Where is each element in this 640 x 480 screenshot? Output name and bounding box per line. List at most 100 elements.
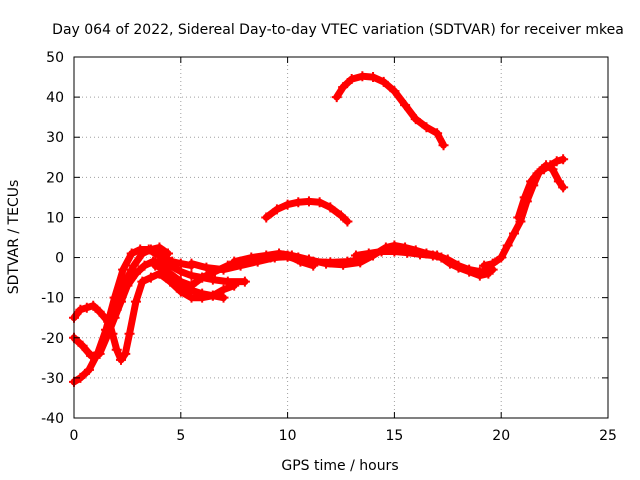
data-point xyxy=(363,248,374,259)
data-point xyxy=(88,300,99,311)
data-point xyxy=(186,270,197,281)
data-point xyxy=(558,154,569,165)
data-point xyxy=(239,276,250,287)
data-point xyxy=(474,270,485,281)
data-point xyxy=(378,76,389,87)
data-point xyxy=(526,176,537,187)
data-point xyxy=(197,292,208,303)
data-point xyxy=(513,212,524,223)
y-tick-label: 0 xyxy=(55,251,64,267)
data-point xyxy=(502,240,513,251)
data-point xyxy=(325,257,336,268)
data-point xyxy=(400,100,411,111)
data-point xyxy=(293,197,304,208)
data-point xyxy=(278,250,289,261)
y-tick-label: 50 xyxy=(46,50,64,66)
data-point xyxy=(464,266,475,277)
data-point xyxy=(538,164,549,175)
data-point xyxy=(519,192,530,203)
data-point xyxy=(175,266,186,277)
x-tick-label: 10 xyxy=(279,428,297,444)
data-point xyxy=(453,262,464,273)
data-point xyxy=(122,280,133,291)
data-point xyxy=(342,216,353,227)
data-point xyxy=(115,296,126,307)
y-tick-label: 20 xyxy=(46,170,64,186)
data-point xyxy=(137,248,148,259)
data-point xyxy=(342,256,353,267)
data-point xyxy=(246,252,257,263)
data-point xyxy=(261,212,272,223)
data-point xyxy=(120,348,131,359)
data-point xyxy=(218,264,229,275)
data-point xyxy=(389,246,400,257)
data-point xyxy=(479,260,490,271)
data-point xyxy=(81,302,92,313)
data-point xyxy=(487,258,498,269)
data-point xyxy=(325,202,336,213)
data-point xyxy=(154,268,165,279)
data-point xyxy=(201,262,212,273)
data-point xyxy=(314,197,325,208)
x-tick-label: 15 xyxy=(385,428,403,444)
x-tick-label: 5 xyxy=(176,428,185,444)
grid xyxy=(74,57,608,418)
series-arc-4 xyxy=(104,270,227,364)
data-point xyxy=(261,250,272,261)
data-point xyxy=(293,254,304,265)
data-point xyxy=(427,250,438,261)
data-point xyxy=(532,168,543,179)
data-point xyxy=(545,160,556,171)
data-point xyxy=(162,248,173,259)
data-point xyxy=(218,284,229,295)
data-point xyxy=(94,306,105,317)
data-point xyxy=(154,242,165,253)
data-point xyxy=(139,260,150,271)
y-tick-label: -40 xyxy=(41,411,64,427)
series-group xyxy=(69,71,569,387)
data-point xyxy=(145,272,156,283)
data-point xyxy=(436,252,447,263)
series-arc-12 xyxy=(480,161,567,270)
data-point xyxy=(77,340,88,351)
data-point xyxy=(126,248,137,259)
x-tick-label: 20 xyxy=(492,428,510,444)
data-point xyxy=(130,268,141,279)
data-point xyxy=(553,176,564,187)
x-tick-label: 25 xyxy=(599,428,617,444)
data-point xyxy=(83,364,94,375)
data-point xyxy=(186,280,197,291)
data-point xyxy=(115,354,126,365)
data-point xyxy=(509,228,520,239)
data-point xyxy=(145,244,156,255)
y-tick-label: -30 xyxy=(41,371,64,387)
data-point xyxy=(410,114,421,125)
data-point xyxy=(175,286,186,297)
data-point xyxy=(438,140,449,151)
data-point xyxy=(331,92,342,103)
data-point xyxy=(94,348,105,359)
data-point xyxy=(357,71,368,82)
data-point xyxy=(496,252,507,263)
data-point xyxy=(282,199,293,210)
y-axis-label: SDTVAR / TECUs xyxy=(6,180,22,295)
series-arc-15 xyxy=(333,72,447,149)
data-point xyxy=(271,204,282,215)
data-point xyxy=(186,292,197,303)
data-point xyxy=(551,156,562,167)
x-tick-label: 0 xyxy=(70,428,79,444)
data-point xyxy=(229,256,240,267)
y-tick-label: 10 xyxy=(46,210,64,226)
data-point xyxy=(558,182,569,193)
data-point xyxy=(432,128,443,139)
data-point xyxy=(350,250,361,261)
data-point xyxy=(165,276,176,287)
data-point xyxy=(86,350,97,361)
data-point xyxy=(150,260,161,271)
data-point xyxy=(128,260,139,271)
data-point xyxy=(118,264,129,275)
data-point xyxy=(389,86,400,97)
data-point xyxy=(336,210,346,221)
data-point xyxy=(376,246,387,257)
